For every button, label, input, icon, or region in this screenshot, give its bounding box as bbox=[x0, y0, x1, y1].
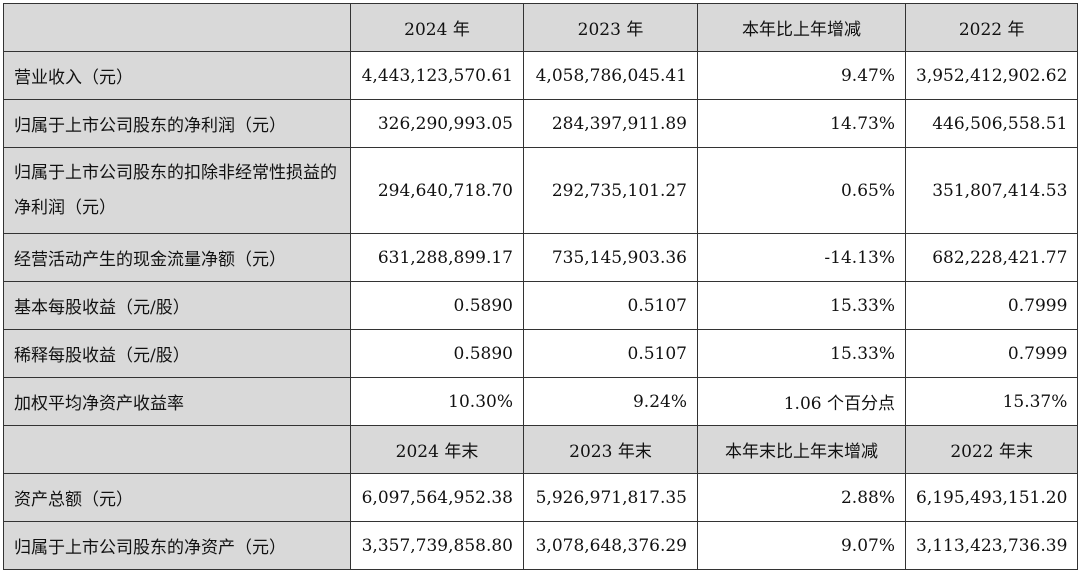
row-label: 归属于上市公司股东的净资产（元） bbox=[3, 521, 351, 570]
header-2022-end: 2022 年末 bbox=[904, 425, 1079, 474]
cell-2022: 3,952,412,902.62 bbox=[904, 51, 1079, 100]
cell-2022: 15.37% bbox=[904, 377, 1079, 426]
cell-2022: 0.7999 bbox=[904, 329, 1079, 378]
cell-change: 0.65% bbox=[697, 147, 906, 234]
row-label: 归属于上市公司股东的扣除非经常性损益的净利润（元） bbox=[3, 147, 351, 234]
table-row: 基本每股收益（元/股） 0.5890 0.5107 15.33% 0.7999 bbox=[3, 281, 1079, 330]
header-row-year-end: 2024 年末 2023 年末 本年末比上年末增减 2022 年末 bbox=[3, 425, 1079, 474]
financial-summary-table: 2024 年 2023 年 本年比上年增减 2022 年 营业收入（元） 4,4… bbox=[3, 3, 1079, 570]
cell-2022-end: 3,113,423,736.39 bbox=[904, 521, 1079, 570]
cell-2024: 4,443,123,570.61 bbox=[350, 51, 524, 100]
cell-2024-end: 6,097,564,952.38 bbox=[350, 473, 524, 522]
table-row: 经营活动产生的现金流量净额（元） 631,288,899.17 735,145,… bbox=[3, 233, 1079, 282]
row-label: 经营活动产生的现金流量净额（元） bbox=[3, 233, 351, 282]
cell-2024: 294,640,718.70 bbox=[350, 147, 524, 234]
row-label: 营业收入（元） bbox=[3, 51, 351, 100]
cell-change: 9.47% bbox=[697, 51, 906, 100]
cell-2023: 735,145,903.36 bbox=[523, 233, 698, 282]
cell-2023: 284,397,911.89 bbox=[523, 99, 698, 148]
cell-2024: 0.5890 bbox=[350, 329, 524, 378]
cell-2023: 0.5107 bbox=[523, 281, 698, 330]
table-row: 归属于上市公司股东的净资产（元） 3,357,739,858.80 3,078,… bbox=[3, 521, 1079, 570]
cell-2023-end: 5,926,971,817.35 bbox=[523, 473, 698, 522]
header-row-years: 2024 年 2023 年 本年比上年增减 2022 年 bbox=[3, 3, 1079, 52]
table-row: 归属于上市公司股东的扣除非经常性损益的净利润（元） 294,640,718.70… bbox=[3, 147, 1079, 234]
cell-change: 15.33% bbox=[697, 329, 906, 378]
table-row: 营业收入（元） 4,443,123,570.61 4,058,786,045.4… bbox=[3, 51, 1079, 100]
cell-2023: 292,735,101.27 bbox=[523, 147, 698, 234]
cell-2022: 446,506,558.51 bbox=[904, 99, 1079, 148]
cell-2022-end: 6,195,493,151.20 bbox=[904, 473, 1079, 522]
header-blank-cell bbox=[3, 425, 351, 474]
cell-change-end: 9.07% bbox=[697, 521, 906, 570]
cell-2022: 682,228,421.77 bbox=[904, 233, 1079, 282]
table-row: 加权平均净资产收益率 10.30% 9.24% 1.06 个百分点 15.37% bbox=[3, 377, 1079, 426]
cell-2024: 631,288,899.17 bbox=[350, 233, 524, 282]
cell-2024: 10.30% bbox=[350, 377, 524, 426]
table-row: 稀释每股收益（元/股） 0.5890 0.5107 15.33% 0.7999 bbox=[3, 329, 1079, 378]
cell-2024-end: 3,357,739,858.80 bbox=[350, 521, 524, 570]
cell-change: 14.73% bbox=[697, 99, 906, 148]
header-2023: 2023 年 bbox=[523, 3, 698, 52]
header-2024: 2024 年 bbox=[350, 3, 524, 52]
header-change-end: 本年末比上年末增减 bbox=[697, 425, 906, 474]
header-2023-end: 2023 年末 bbox=[523, 425, 698, 474]
cell-2023: 9.24% bbox=[523, 377, 698, 426]
row-label: 稀释每股收益（元/股） bbox=[3, 329, 351, 378]
row-label: 归属于上市公司股东的净利润（元） bbox=[3, 99, 351, 148]
cell-change: -14.13% bbox=[697, 233, 906, 282]
header-2024-end: 2024 年末 bbox=[350, 425, 524, 474]
header-2022: 2022 年 bbox=[904, 3, 1079, 52]
row-label: 基本每股收益（元/股） bbox=[3, 281, 351, 330]
cell-change: 15.33% bbox=[697, 281, 906, 330]
cell-2023-end: 3,078,648,376.29 bbox=[523, 521, 698, 570]
cell-2024: 326,290,993.05 bbox=[350, 99, 524, 148]
table-row: 资产总额（元） 6,097,564,952.38 5,926,971,817.3… bbox=[3, 473, 1079, 522]
cell-change-end: 2.88% bbox=[697, 473, 906, 522]
cell-2024: 0.5890 bbox=[350, 281, 524, 330]
row-label: 加权平均净资产收益率 bbox=[3, 377, 351, 426]
cell-2022: 0.7999 bbox=[904, 281, 1079, 330]
header-blank-cell bbox=[3, 3, 351, 52]
row-label: 资产总额（元） bbox=[3, 473, 351, 522]
cell-2023: 4,058,786,045.41 bbox=[523, 51, 698, 100]
header-change: 本年比上年增减 bbox=[697, 3, 906, 52]
cell-2022: 351,807,414.53 bbox=[904, 147, 1079, 234]
table-row: 归属于上市公司股东的净利润（元） 326,290,993.05 284,397,… bbox=[3, 99, 1079, 148]
cell-2023: 0.5107 bbox=[523, 329, 698, 378]
cell-change: 1.06 个百分点 bbox=[697, 377, 906, 426]
